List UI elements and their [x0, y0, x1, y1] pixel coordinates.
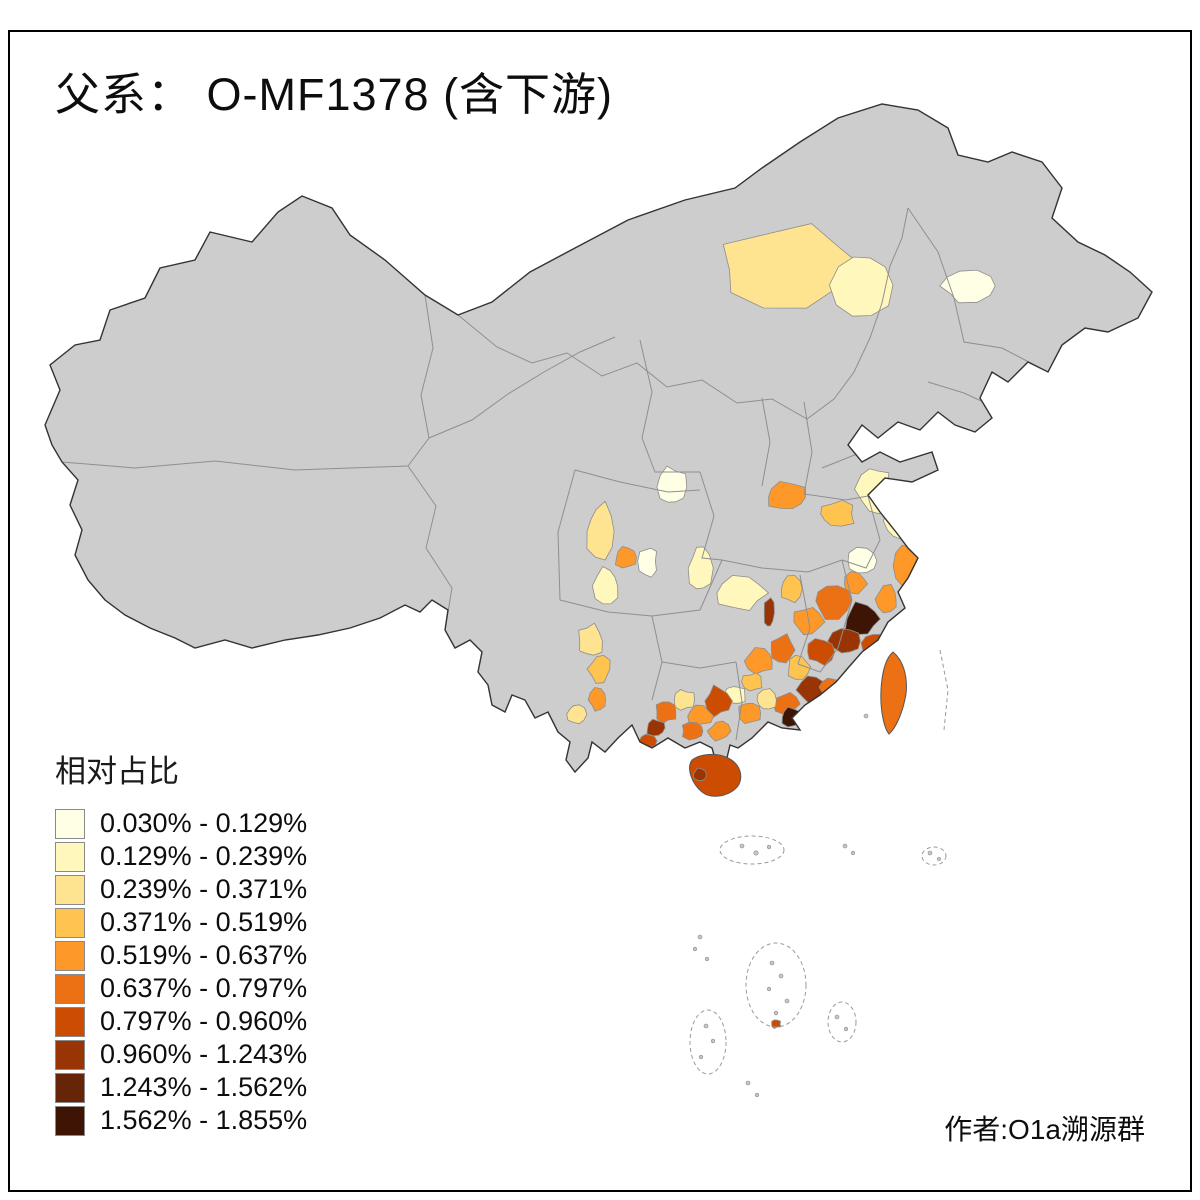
map-region-guangxi-southeast — [706, 720, 732, 742]
legend-item: 0.239% - 0.371% — [55, 873, 307, 906]
map-region-fujian-core-darkest — [844, 601, 881, 636]
map-region-northeast-pale — [939, 269, 996, 304]
legend-label: 0.129% - 0.239% — [100, 841, 308, 871]
map-region-fujian-southwest — [807, 638, 836, 667]
legend-label: 1.562% - 1.855% — [100, 1105, 308, 1135]
legend-item: 0.797% - 0.960% — [55, 1005, 307, 1038]
south-china-sea-islets — [689, 649, 949, 1098]
page-title: 父系： O-MF1378 (含下游) — [55, 69, 614, 120]
province-borders — [61, 207, 1049, 741]
legend-title: 相对占比 — [55, 754, 179, 789]
legend-swatch — [55, 940, 85, 971]
legend-swatch — [55, 1105, 85, 1136]
map-region-yunnan-northeast — [578, 622, 603, 656]
map-region-anhui-south-pale — [847, 546, 878, 574]
legend-label: 0.797% - 0.960% — [100, 1006, 308, 1036]
map-region-chongqing-orange — [614, 546, 637, 569]
map-region-guangxi-southwest-dark — [646, 718, 666, 737]
map-region-hunan-south — [743, 647, 773, 675]
map-region-guangxi-central — [687, 704, 714, 726]
legend-swatch — [55, 1072, 85, 1103]
hainan-island — [689, 753, 742, 797]
map-region-yunnan-south — [587, 687, 606, 712]
map-region-jiangxi-south — [787, 654, 812, 680]
legend-swatch — [55, 808, 85, 839]
map-region-guangxi-east — [704, 684, 733, 718]
map-region-guangdong-southwest — [738, 702, 762, 725]
map-region-anhui-orange — [820, 499, 855, 527]
map-region-jiangxi-central — [793, 606, 826, 636]
map-region-yunnan-southwest-pale — [566, 704, 588, 725]
map-region-hubei-west-pale — [687, 546, 714, 590]
legend-label: 0.239% - 0.371% — [100, 874, 308, 904]
legend-swatch — [55, 841, 85, 872]
map-region-south-china-sea-islet — [771, 1019, 782, 1029]
map-region-fujian-northeast — [874, 583, 897, 614]
colored-islets — [693, 767, 782, 1029]
map-region-sichuan-east-pale — [637, 547, 657, 578]
map-region-zhejiang-south — [843, 571, 869, 595]
map-region-guangxi-south — [681, 721, 704, 741]
map-region-sichuan-south-pale — [591, 565, 619, 605]
map-region-inner-mongolia-east-pale — [828, 256, 894, 317]
legend-item: 0.030% - 0.129% — [55, 807, 307, 840]
map-region-guangdong-west-pale — [756, 688, 777, 710]
map-region-fujian-south-dark — [860, 633, 890, 656]
map-region-guangxi-west — [655, 701, 677, 725]
map-region-hainan-west-dark — [693, 767, 707, 782]
legend: 相对占比 0.030% - 0.129% 0.129% - 0.239% 0.239… — [55, 746, 307, 1137]
map-region-fujian-coast-dark — [827, 628, 861, 654]
legend-label: 0.960% - 1.243% — [100, 1039, 308, 1069]
legend-label: 0.519% - 0.637% — [100, 940, 308, 970]
legend-swatch — [55, 1006, 85, 1037]
legend-label: 0.637% - 0.797% — [100, 973, 308, 1003]
legend-item: 0.960% - 1.243% — [55, 1038, 307, 1071]
legend-item: 0.371% - 0.519% — [55, 906, 307, 939]
map-region-jiangxi-north — [781, 575, 803, 604]
legend-label: 0.371% - 0.519% — [100, 907, 308, 937]
legend-swatch — [55, 973, 85, 1004]
legend-item: 0.519% - 0.637% — [55, 939, 307, 972]
map-region-fujian-northwest — [815, 585, 852, 620]
legend-label: 1.243% - 1.562% — [100, 1072, 308, 1102]
map-region-guangdong-north — [770, 633, 796, 664]
taiwan-island — [880, 651, 907, 735]
map-region-hunan-north-pale — [716, 574, 770, 611]
legend-swatch — [55, 1039, 85, 1070]
map-region-guangxi-north-pale — [673, 689, 695, 711]
map-region-guangdong-north-central — [741, 672, 763, 692]
legend-swatch — [55, 874, 85, 905]
legend-swatch — [55, 907, 85, 938]
legend-item: 0.129% - 0.239% — [55, 840, 307, 873]
map-region-yunnan-east — [586, 654, 611, 684]
legend-item: 0.637% - 0.797% — [55, 972, 307, 1005]
legend-item: 1.243% - 1.562% — [55, 1071, 307, 1104]
legend-item: 1.562% - 1.855% — [55, 1104, 307, 1137]
map-region-sichuan-north-pale — [586, 500, 615, 561]
legend-items: 0.030% - 0.129% 0.129% - 0.239% 0.239% - 0… — [55, 807, 307, 1137]
map-region-hunan-east-dark-sliver — [763, 597, 775, 627]
attribution: 作者:O1a溯源群 — [944, 1114, 1145, 1145]
map-region-henan-orange — [768, 480, 806, 510]
legend-label: 0.030% - 0.129% — [100, 808, 308, 838]
